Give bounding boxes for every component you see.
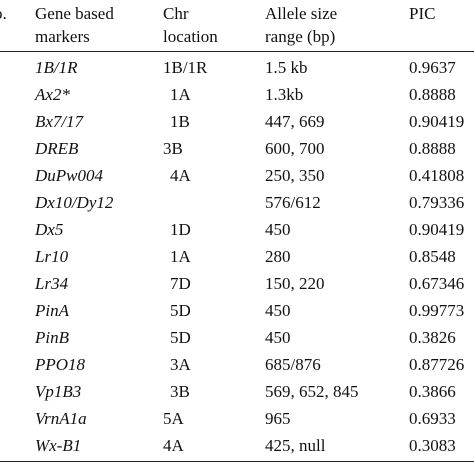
table-row: PinA 5D 450 0.99773 <box>0 297 474 324</box>
chr-location-cell: 5D <box>170 301 191 320</box>
table-row: Lr10 1A 280 0.8548 <box>0 243 474 270</box>
allele-size-cell: 1.5 kb <box>265 58 308 77</box>
table-row: 1B/1R 1B/1R 1.5 kb 0.9637 <box>0 54 474 81</box>
pic-cell: 0.99773 <box>409 301 465 320</box>
marker-cell: DuPw004 <box>35 166 103 185</box>
chr-location-cell: 4A <box>170 166 191 185</box>
allele-size-cell: 600, 700 <box>265 139 325 158</box>
allele-size-cell: 450 <box>265 328 291 347</box>
header-number: o. <box>0 4 7 23</box>
header-divider <box>0 51 474 52</box>
marker-cell: Ax2* <box>35 85 70 104</box>
marker-cell: Wx-B1 <box>35 436 82 455</box>
marker-cell: PinA <box>35 301 69 320</box>
pic-cell: 0.9637 <box>409 58 456 77</box>
header-marker-line1: Gene based <box>35 4 114 23</box>
marker-cell: Lr34 <box>35 274 69 293</box>
table-row: Wx-B1 4A 425, null 0.3083 <box>0 432 474 459</box>
chr-location-cell: 4A <box>163 436 184 455</box>
marker-cell: Bx7/17 <box>35 112 84 131</box>
table-row: Vp1B3 3B 569, 652, 845 0.3866 <box>0 378 474 405</box>
chr-location-cell: 3A <box>170 355 191 374</box>
pic-cell: 0.79336 <box>409 193 465 212</box>
chr-location-cell: 1A <box>170 85 191 104</box>
header-chr-line1: Chr <box>163 4 189 23</box>
marker-cell: PinB <box>35 328 69 347</box>
header-allele-line2: range (bp) <box>265 27 336 46</box>
pic-cell: 0.8548 <box>409 247 456 266</box>
marker-cell: DREB <box>35 139 79 158</box>
table-row: Dx5 1D 450 0.90419 <box>0 216 474 243</box>
pic-cell: 0.67346 <box>409 274 465 293</box>
chr-location-cell: 1B/1R <box>163 58 208 77</box>
chr-location-cell: 5D <box>170 328 191 347</box>
allele-size-cell: 150, 220 <box>265 274 325 293</box>
allele-size-cell: 450 <box>265 220 291 239</box>
marker-cell: Lr10 <box>35 247 69 266</box>
table-row: DREB 3B 600, 700 0.8888 <box>0 135 474 162</box>
header-allele-line1: Allele size <box>265 4 338 23</box>
table-row: DuPw004 4A 250, 350 0.41808 <box>0 162 474 189</box>
marker-cell: Dx5 <box>35 220 64 239</box>
pic-cell: 0.87726 <box>409 355 465 374</box>
allele-size-cell: 450 <box>265 301 291 320</box>
table-row: Dx10/Dy12 576/612 0.79336 <box>0 189 474 216</box>
chr-location-cell: 1D <box>170 220 191 239</box>
header-chr-line2: location <box>163 27 218 46</box>
pic-cell: 0.3083 <box>409 436 456 455</box>
allele-size-cell: 576/612 <box>265 193 321 212</box>
marker-cell: Vp1B3 <box>35 382 82 401</box>
allele-size-cell: 280 <box>265 247 291 266</box>
marker-cell: Dx10/Dy12 <box>35 193 114 212</box>
allele-size-cell: 965 <box>265 409 291 428</box>
allele-size-cell: 447, 669 <box>265 112 325 131</box>
table-row: PinB 5D 450 0.3826 <box>0 324 474 351</box>
marker-cell: PPO18 <box>35 355 86 374</box>
allele-size-cell: 1.3kb <box>265 85 304 104</box>
chr-location-cell: 5A <box>163 409 184 428</box>
table-row: PPO18 3A 685/876 0.87726 <box>0 351 474 378</box>
pic-cell: 0.8888 <box>409 85 456 104</box>
chr-location-cell: 1A <box>170 247 191 266</box>
pic-cell: 0.90419 <box>409 220 465 239</box>
allele-size-cell: 685/876 <box>265 355 321 374</box>
chr-location-cell: 3B <box>163 139 183 158</box>
pic-cell: 0.41808 <box>409 166 465 185</box>
header-marker-line2: markers <box>35 27 90 46</box>
pic-cell: 0.3866 <box>409 382 456 401</box>
table-row: Ax2* 1A 1.3kb 0.8888 <box>0 81 474 108</box>
table-row: Bx7/17 1B 447, 669 0.90419 <box>0 108 474 135</box>
chr-location-cell: 1B <box>170 112 190 131</box>
allele-size-cell: 425, null <box>265 436 326 455</box>
pic-cell: 0.3826 <box>409 328 456 347</box>
chr-location-cell: 3B <box>170 382 190 401</box>
allele-size-cell: 569, 652, 845 <box>265 382 359 401</box>
header-pic: PIC <box>409 4 436 23</box>
marker-cell: 1B/1R <box>35 58 78 77</box>
pic-cell: 0.90419 <box>409 112 465 131</box>
pic-cell: 0.6933 <box>409 409 456 428</box>
table-row: Lr34 7D 150, 220 0.67346 <box>0 270 474 297</box>
table-bottom-rule <box>0 461 474 462</box>
table-row: VrnA1a 5A 965 0.6933 <box>0 405 474 432</box>
chr-location-cell: 7D <box>170 274 191 293</box>
allele-size-cell: 250, 350 <box>265 166 325 185</box>
marker-cell: VrnA1a <box>35 409 87 428</box>
pic-cell: 0.8888 <box>409 139 456 158</box>
